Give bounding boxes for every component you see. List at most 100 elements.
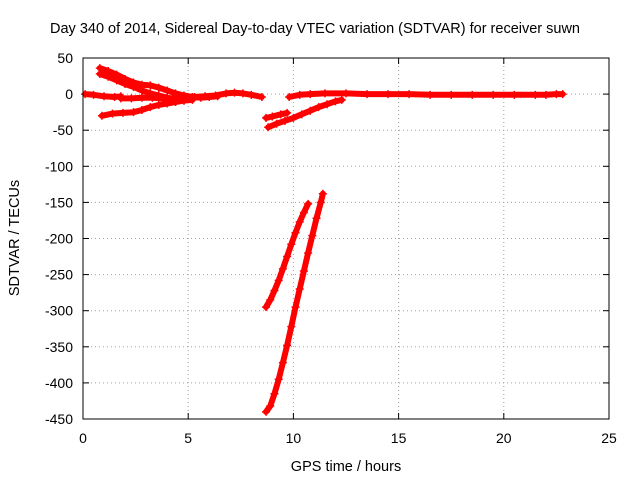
data-point [116, 94, 125, 103]
data-point [289, 113, 298, 122]
data-point [337, 95, 346, 104]
data-point [270, 286, 279, 295]
data-point [274, 375, 283, 384]
data-point [81, 90, 90, 99]
y-tick-label: -200 [45, 231, 73, 247]
data-point [154, 100, 163, 109]
data-point [510, 90, 519, 99]
data-point [312, 214, 321, 223]
data-point [89, 90, 98, 99]
series-track-flat-left [81, 90, 125, 101]
data-point [146, 103, 155, 112]
plot-points [81, 64, 567, 416]
data-point [283, 252, 292, 261]
data-point [316, 198, 325, 207]
data-point [278, 264, 287, 273]
data-point [163, 99, 172, 108]
data-point [163, 86, 172, 95]
data-point [137, 93, 146, 102]
data-point [104, 72, 113, 81]
data-point [154, 83, 163, 92]
data-point [342, 89, 350, 98]
data-point [331, 97, 340, 106]
x-tick-label: 15 [391, 430, 407, 446]
data-point [280, 116, 289, 125]
data-point [489, 90, 498, 99]
data-point [314, 103, 323, 112]
data-point [171, 98, 180, 107]
data-point [97, 111, 106, 120]
y-tick-labels: 50 0 -50 -100 -150 -200 -250 -300 -350 -400 -450 [45, 50, 73, 427]
data-point [137, 105, 146, 114]
x-tick-label: 0 [79, 430, 87, 446]
data-point [112, 76, 121, 85]
data-point [108, 109, 117, 118]
data-point [297, 110, 306, 119]
data-point [211, 91, 220, 100]
data-point [541, 90, 550, 99]
data-point [118, 108, 127, 117]
data-point [274, 276, 283, 285]
data-point [468, 90, 477, 99]
chart-title: Day 340 of 2014, Sidereal Day-to-day VTE… [50, 21, 580, 37]
data-point [262, 407, 271, 416]
data-point [291, 303, 300, 312]
data-point [179, 96, 188, 105]
data-point [299, 208, 308, 217]
data-point [188, 95, 197, 104]
data-point [121, 79, 130, 88]
data-point [266, 402, 275, 411]
data-point [363, 90, 372, 99]
data-point [304, 199, 313, 208]
data-point [308, 231, 317, 240]
data-point [306, 106, 315, 115]
data-point [287, 322, 296, 331]
data-point [447, 90, 456, 99]
data-point [285, 92, 294, 101]
series-track-low-ascending [264, 95, 346, 132]
data-point [320, 89, 329, 98]
data-point [247, 90, 256, 99]
y-tick-label: -350 [45, 339, 73, 355]
data-point [262, 113, 271, 122]
data-point [295, 217, 304, 226]
data-point [283, 108, 292, 117]
data-point [238, 89, 247, 98]
data-point [201, 92, 210, 101]
y-tick-label: -150 [45, 194, 73, 210]
data-point [323, 100, 332, 109]
data-point [295, 285, 304, 294]
series-track-flat-right [285, 89, 567, 101]
data-point [148, 93, 157, 102]
data-point [291, 228, 300, 237]
data-point [268, 112, 277, 121]
data-point [257, 92, 266, 101]
y-tick-label: 0 [65, 86, 73, 102]
y-tick-label: -50 [53, 122, 73, 138]
data-point [558, 90, 567, 99]
y-tick-label: -100 [45, 158, 73, 174]
x-tick-label: 25 [601, 430, 617, 446]
data-point [299, 266, 308, 275]
data-point [384, 90, 393, 99]
y-tick-label: -250 [45, 267, 73, 283]
data-point [262, 303, 271, 312]
data-point [426, 90, 435, 99]
series-track-steep-right [262, 189, 327, 416]
series-track-steep-left [262, 199, 313, 312]
y-tick-label: -450 [45, 411, 73, 427]
data-point [272, 119, 281, 128]
data-point [146, 81, 155, 90]
data-point [127, 94, 136, 103]
data-point [266, 295, 275, 304]
data-point [276, 110, 285, 119]
x-tick-label: 5 [184, 430, 192, 446]
data-point [129, 82, 138, 91]
data-point [95, 69, 104, 78]
x-tick-label: 10 [286, 430, 302, 446]
y-axis-label: SDTVAR / TECUs [7, 180, 23, 296]
x-tick-label: 20 [496, 430, 512, 446]
data-point [129, 108, 138, 117]
